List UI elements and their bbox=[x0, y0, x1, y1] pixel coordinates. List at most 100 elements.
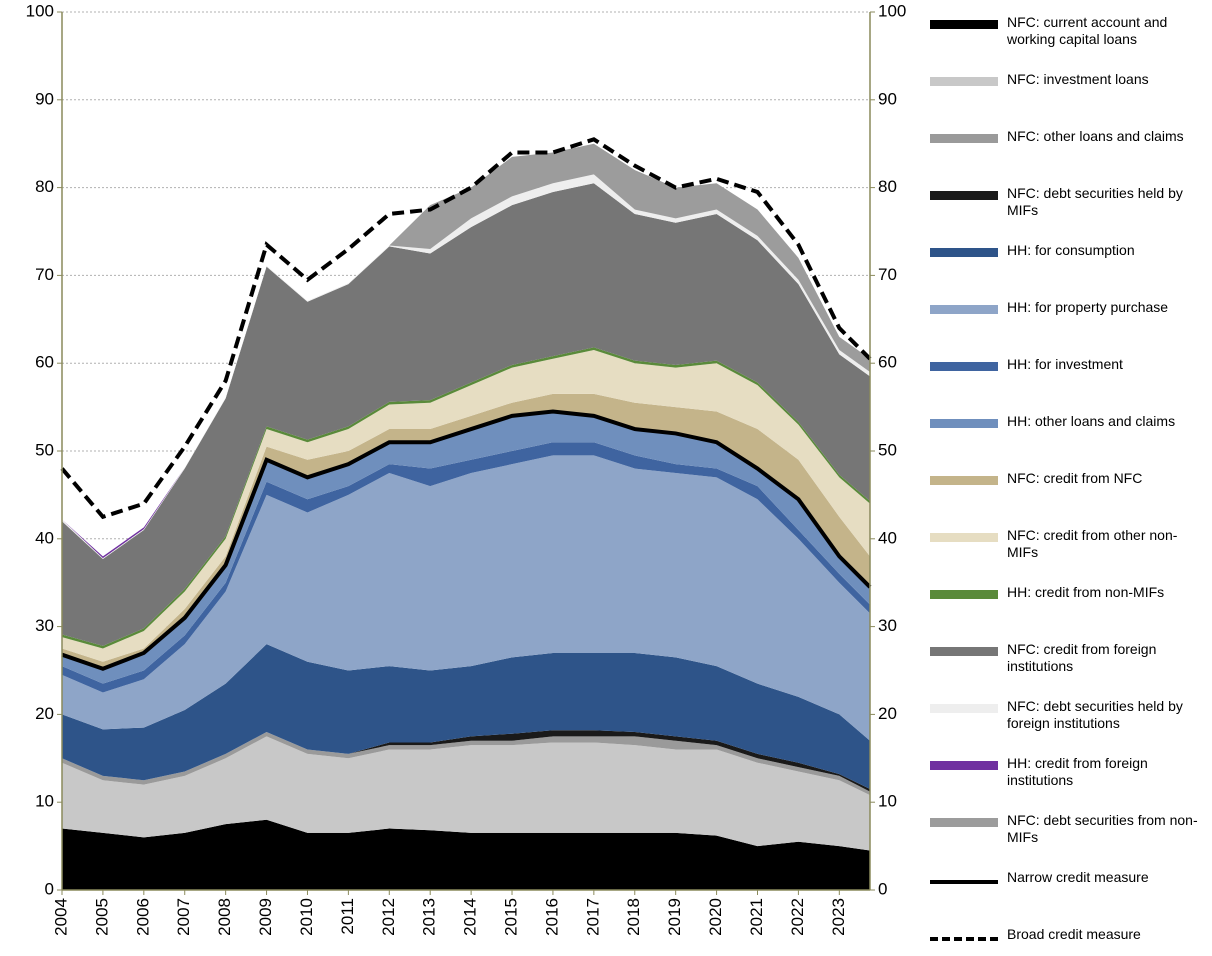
legend-swatch bbox=[930, 248, 998, 257]
legend-label: NFC: investment loans bbox=[1007, 71, 1149, 87]
legend-label: NFC: debt securities held by foreign ins… bbox=[1007, 698, 1183, 731]
x-tick-label: 2005 bbox=[92, 898, 111, 936]
area bbox=[62, 183, 870, 646]
chart: 0 10 20 30 40 50 60 70 80 90 100 0 10 20 30 40 50 60 70 80 9… bbox=[26, 1, 907, 936]
x-tick-label: 2018 bbox=[624, 898, 643, 936]
legend-item: NFC: credit from NFC bbox=[930, 470, 1212, 520]
legend-item: HH: credit from non-MIFs bbox=[930, 584, 1212, 634]
y2-tick-label: 40 bbox=[878, 528, 897, 547]
y-tick-label: 30 bbox=[35, 616, 54, 635]
y2-tick-label: 0 bbox=[878, 879, 887, 898]
legend-swatch bbox=[930, 647, 998, 656]
legend-item: HH: credit from foreign institutions bbox=[930, 755, 1212, 805]
x-tick-label: 2011 bbox=[338, 898, 357, 935]
x-tick-label: 2023 bbox=[829, 898, 848, 936]
legend-item: NFC: credit from foreign institutions bbox=[930, 641, 1212, 691]
x-tick-label: 2012 bbox=[379, 898, 398, 936]
legend-swatch bbox=[930, 533, 998, 542]
legend-swatch bbox=[930, 20, 998, 29]
area bbox=[62, 411, 870, 684]
legend-label: HH: for consumption bbox=[1007, 242, 1135, 258]
y2-tick-label: 20 bbox=[878, 704, 897, 723]
y2-tick-label: 10 bbox=[878, 792, 897, 811]
y2-tick-label: 80 bbox=[878, 177, 897, 196]
x-tick-label: 2010 bbox=[297, 898, 316, 936]
legend-item: NFC: other loans and claims bbox=[930, 128, 1212, 178]
legend-label: NFC: credit from other non-MIFs bbox=[1007, 527, 1178, 560]
y2-tick-label: 60 bbox=[878, 353, 897, 372]
legend-swatch bbox=[930, 704, 998, 713]
legend-item: HH: for property purchase bbox=[930, 299, 1212, 349]
x-tick-label: 2004 bbox=[51, 898, 70, 936]
y2-tick-label: 30 bbox=[878, 616, 897, 635]
area bbox=[62, 350, 870, 662]
legend-label: HH: other loans and claims bbox=[1007, 413, 1176, 429]
legend-label: NFC: debt securities held by MIFs bbox=[1007, 185, 1183, 218]
y-tick-label: 60 bbox=[35, 353, 54, 372]
x-tick-label: 2022 bbox=[788, 898, 807, 936]
y-tick-label: 10 bbox=[35, 792, 54, 811]
area bbox=[62, 731, 870, 796]
legend-item: NFC: debt securities from non-MIFs bbox=[930, 812, 1212, 862]
legend-item: HH: for investment bbox=[930, 356, 1212, 406]
legend-swatch bbox=[930, 134, 998, 143]
x-tick-label: 2021 bbox=[747, 898, 766, 936]
y-tick-label: 20 bbox=[35, 704, 54, 723]
legend-swatch bbox=[930, 818, 998, 827]
legend-label: HH: credit from foreign institutions bbox=[1007, 755, 1148, 788]
legend-swatch bbox=[930, 419, 998, 428]
legend-item: NFC: debt securities held by MIFs bbox=[930, 185, 1212, 235]
area bbox=[62, 819, 870, 890]
legend-swatch bbox=[930, 362, 998, 371]
line bbox=[61, 409, 872, 671]
legend-swatch bbox=[930, 476, 998, 485]
y2-tick-label: 70 bbox=[878, 265, 897, 284]
legend-swatch bbox=[930, 937, 998, 941]
y-tick-label: 0 bbox=[45, 879, 54, 898]
x-tick-label: 2020 bbox=[706, 898, 725, 936]
legend-swatch bbox=[930, 880, 998, 884]
legend-label: Broad credit measure bbox=[1007, 926, 1141, 942]
legend-label: NFC: credit from foreign institutions bbox=[1007, 641, 1157, 674]
y-tick-label: 40 bbox=[35, 528, 54, 547]
x-tick-label: 2013 bbox=[420, 898, 439, 936]
legend-item: Narrow credit measure bbox=[930, 869, 1212, 919]
x-tick-label: 2008 bbox=[215, 898, 234, 936]
y2-tick-label: 50 bbox=[878, 440, 897, 459]
legend-label: NFC: other loans and claims bbox=[1007, 128, 1184, 144]
y-tick-label: 100 bbox=[26, 1, 54, 20]
y-tick-label: 90 bbox=[35, 89, 54, 108]
legend-label: HH: for property purchase bbox=[1007, 299, 1169, 315]
y2-tick-label: 90 bbox=[878, 89, 897, 108]
area bbox=[62, 644, 870, 790]
legend-label: NFC: credit from NFC bbox=[1007, 470, 1143, 486]
x-tick-label: 2019 bbox=[665, 898, 684, 936]
area bbox=[62, 455, 870, 741]
legend-item: NFC: debt securities held by foreign ins… bbox=[930, 698, 1212, 748]
x-tick-label: 2015 bbox=[502, 898, 521, 936]
legend-item: HH: for consumption bbox=[930, 242, 1212, 292]
x-tick-label: 2017 bbox=[583, 898, 602, 936]
legend-label: NFC: debt securities from non-MIFs bbox=[1007, 812, 1198, 845]
legend-item: Broad credit measure bbox=[930, 926, 1212, 956]
area bbox=[62, 736, 870, 851]
legend-label: Narrow credit measure bbox=[1007, 869, 1149, 885]
legend-label: HH: credit from non-MIFs bbox=[1007, 584, 1165, 600]
y-tick-label: 50 bbox=[35, 440, 54, 459]
legend-item: HH: other loans and claims bbox=[930, 413, 1212, 463]
legend-swatch bbox=[930, 191, 998, 200]
x-tick-label: 2007 bbox=[174, 898, 193, 936]
x-tick-label: 2016 bbox=[542, 898, 561, 936]
legend-swatch bbox=[930, 305, 998, 314]
legend-swatch bbox=[930, 77, 998, 86]
x-tick-label: 2014 bbox=[461, 898, 480, 936]
legend-item: NFC: investment loans bbox=[930, 71, 1212, 121]
legend-item: NFC: credit from other non-MIFs bbox=[930, 527, 1212, 577]
y-tick-label: 80 bbox=[35, 177, 54, 196]
line bbox=[60, 137, 872, 520]
y2-tick-label: 100 bbox=[878, 1, 906, 20]
legend-label: NFC: current account and working capital… bbox=[1007, 14, 1168, 47]
legend-label: HH: for investment bbox=[1007, 356, 1123, 372]
legend-swatch bbox=[930, 590, 998, 599]
